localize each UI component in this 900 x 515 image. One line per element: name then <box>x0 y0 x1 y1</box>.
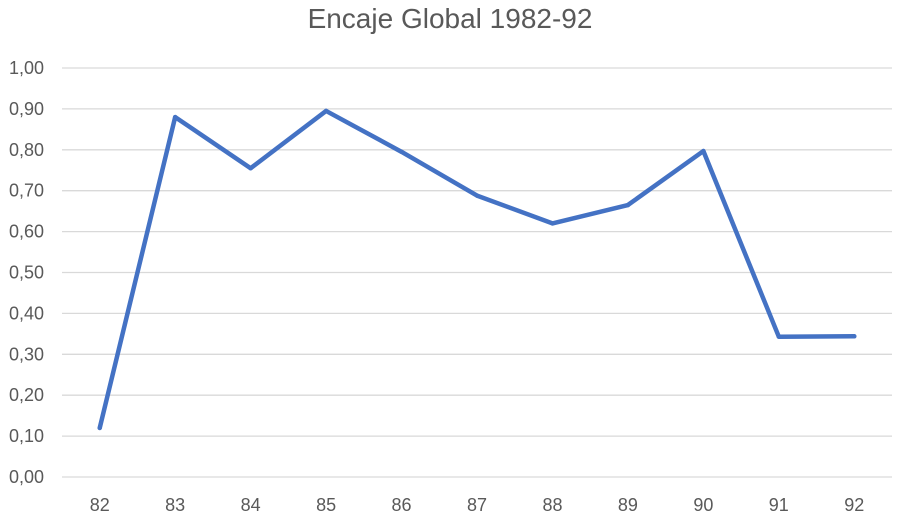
data-point <box>852 334 857 339</box>
chart-title: Encaje Global 1982-92 <box>307 3 593 34</box>
x-tick-label: 83 <box>165 495 185 515</box>
y-tick-label: 0,00 <box>9 467 44 487</box>
x-tick-label: 92 <box>844 495 864 515</box>
x-tick-label: 85 <box>316 495 336 515</box>
data-point <box>776 334 782 339</box>
y-tick-label: 0,60 <box>9 222 44 242</box>
y-axis: 0,00 0,10 0,20 0,30 0,40 0,50 0,60 0,70 0,80 0,90… <box>9 58 44 487</box>
y-tick-label: 0,20 <box>9 385 44 405</box>
data-point <box>97 425 102 431</box>
x-tick-label: 88 <box>542 495 562 515</box>
data-point <box>701 148 706 154</box>
x-axis: 82 83 84 85 86 87 88 89 90 91 92 <box>90 495 865 515</box>
x-tick-label: 86 <box>392 495 412 515</box>
x-tick-label: 87 <box>467 495 487 515</box>
x-tick-label: 91 <box>769 495 789 515</box>
data-point <box>248 166 253 171</box>
data-point <box>550 221 555 226</box>
y-tick-label: 0,30 <box>9 344 44 364</box>
x-tick-label: 89 <box>618 495 638 515</box>
data-point <box>323 108 329 114</box>
y-tick-label: 0,90 <box>9 99 44 119</box>
y-tick-label: 0,10 <box>9 426 44 446</box>
x-tick-label: 82 <box>90 495 110 515</box>
data-point <box>474 193 480 198</box>
data-point <box>399 149 404 155</box>
y-tick-label: 0,50 <box>9 263 44 283</box>
data-point <box>625 202 631 208</box>
x-tick-label: 90 <box>693 495 713 515</box>
y-tick-label: 1,00 <box>9 58 44 78</box>
x-tick-label: 84 <box>241 495 261 515</box>
y-tick-label: 0,40 <box>9 303 44 323</box>
data-point <box>172 114 178 120</box>
series-points <box>97 108 857 431</box>
gridlines <box>62 67 892 478</box>
y-tick-label: 0,80 <box>9 140 44 160</box>
series-line <box>97 108 857 431</box>
y-tick-label: 0,70 <box>9 181 44 201</box>
